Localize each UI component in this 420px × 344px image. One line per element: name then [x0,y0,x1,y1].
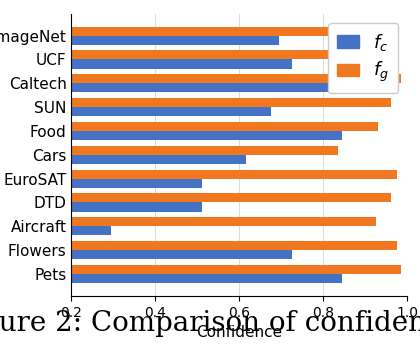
Bar [0,146,338,155]
Bar [0,250,292,259]
Bar [0,26,397,36]
Bar [0,74,401,83]
Bar [0,241,397,250]
Bar [0,226,111,235]
Bar [0,131,342,140]
Bar [0,274,342,283]
Bar [0,122,378,131]
Bar [0,155,246,164]
Bar [0,179,202,188]
Bar [0,83,363,92]
Bar [0,36,279,45]
Bar [0,217,376,226]
Bar [0,107,271,116]
Bar [0,98,391,107]
Bar [0,203,202,212]
X-axis label: Confidence: Confidence [196,325,283,340]
Text: Figure 2: Comparison of confidence.: Figure 2: Comparison of confidence. [0,310,420,337]
Bar [0,60,292,68]
Bar [0,193,391,203]
Bar [0,51,397,60]
Bar [0,265,401,274]
Legend: $f_c$, $f_g$: $f_c$, $f_g$ [328,23,399,93]
Bar [0,170,397,179]
